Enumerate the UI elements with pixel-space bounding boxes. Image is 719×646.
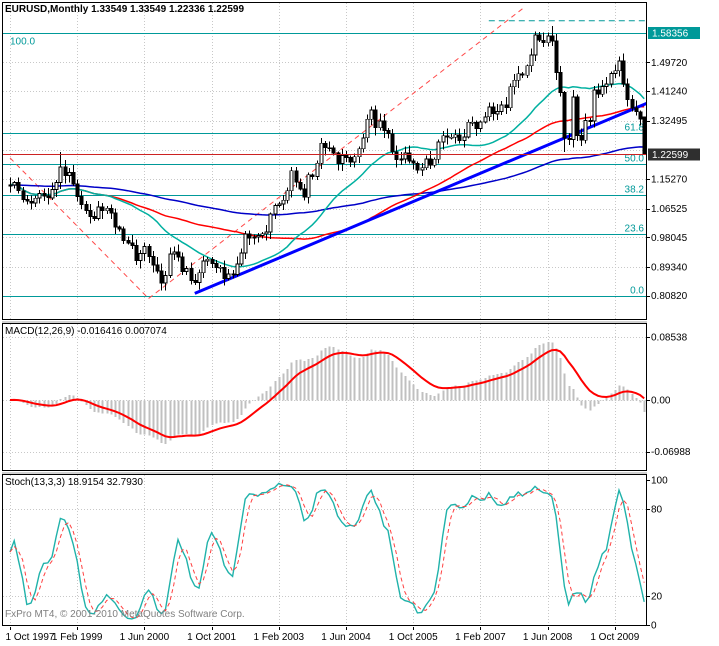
time-scale-label: 1 Oct 2005: [389, 632, 438, 643]
fib-level-label: 100.0: [10, 37, 35, 48]
platform-copyright: FxPro MT4, © 2001-2010 MetaQuotes Softwa…: [5, 609, 245, 620]
fib-price-marker-box: [648, 27, 700, 39]
stoch-panel[interactable]: [2, 474, 647, 626]
uptrend-line[interactable]: [148, 8, 523, 299]
panel-separator[interactable]: [2, 472, 647, 474]
trendlines-back: [9, 8, 646, 299]
stoch-scale[interactable]: 100 80 20 0: [647, 476, 668, 632]
macd-scale-label: -0.06988: [651, 447, 691, 458]
macd-scale-label: 0.08538: [651, 332, 688, 343]
panel-separator[interactable]: [2, 321, 647, 323]
time-scale-label: 1 Oct 1997: [6, 632, 55, 643]
fib-level-label: 61.8: [625, 123, 645, 134]
current-price-marker-box: [648, 148, 700, 161]
fib-level-label: 0.0: [630, 286, 644, 297]
price-scale-label: 0.89340: [651, 262, 688, 273]
main-chart-panel[interactable]: [2, 2, 647, 320]
stoch-scale-label: 20: [651, 592, 663, 603]
current-price-marker: 1.22599: [652, 150, 689, 161]
price-scale-label: 1.06525: [651, 204, 688, 215]
chart-title: EURUSD,Monthly 1.33549 1.33549 1.22336 1…: [5, 4, 245, 15]
time-scale-label: 1 Oct 2001: [187, 632, 236, 643]
moving-averages: [9, 82, 646, 295]
stoch-scale-label: 80: [651, 505, 663, 516]
price-scale-label: 1.15270: [651, 174, 688, 185]
fib-level-label: 23.6: [625, 224, 645, 235]
fib-price-marker: 1.58356: [652, 29, 689, 40]
ma-short-teal[interactable]: [9, 82, 645, 268]
price-scale-label: 0.98045: [651, 233, 688, 244]
macd-signal-line[interactable]: [9, 348, 645, 439]
time-scale-label: 1 Oct 2009: [590, 632, 639, 643]
candlesticks: [8, 26, 646, 291]
stoch-indicator-label: Stoch(13,3,3) 18.9154 32.7930: [5, 477, 143, 488]
macd-scale[interactable]: 0.08538 0.00 -0.06988: [647, 332, 691, 458]
time-scale-label: 1 Jun 2000: [120, 632, 170, 643]
time-scale-label: 1 Feb 2003: [253, 632, 304, 643]
time-scale-label: 1 Feb 2007: [455, 632, 506, 643]
stoch-d-line[interactable]: [9, 484, 645, 619]
ma-long-blue[interactable]: [9, 146, 645, 216]
price-scale-label: 1.49720: [651, 58, 688, 69]
stoch-scale-label: 0: [651, 621, 657, 632]
macd-histogram: [9, 341, 646, 444]
price-scale[interactable]: 1.49720 1.41240 1.32495 1.15270 1.06525 0.980…: [647, 27, 700, 302]
stochastic-lines: [9, 482, 645, 620]
fib-level-label: 38.2: [625, 185, 645, 196]
downtrend-line[interactable]: [9, 157, 149, 299]
time-scale-label: 1 Feb 1999: [52, 632, 103, 643]
stoch-scale-label: 100: [651, 476, 668, 487]
price-scale-label: 1.32495: [651, 116, 688, 127]
price-scale-label: 1.41240: [651, 86, 688, 97]
macd-scale-label: 0.00: [651, 396, 671, 407]
ma-medium-red[interactable]: [9, 105, 645, 240]
time-scale-label: 1 Jun 2008: [523, 632, 573, 643]
time-scale-label: 1 Jun 2004: [321, 632, 371, 643]
price-scale-label: 0.80820: [651, 291, 688, 302]
macd-indicator-label: MACD(12,26,9) -0.016416 0.007074: [5, 326, 167, 337]
fib-level-label: 50.0: [625, 154, 645, 165]
